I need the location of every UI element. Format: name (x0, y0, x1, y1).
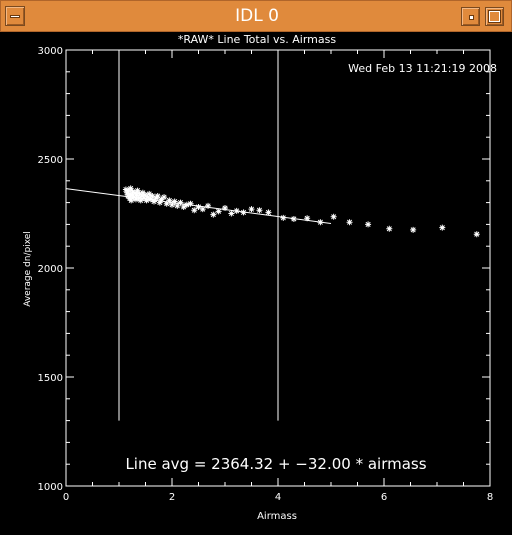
data-point (163, 200, 170, 207)
data-point (146, 190, 153, 197)
data-point (161, 194, 168, 201)
data-point (410, 226, 417, 233)
plot-timestamp: Wed Feb 13 11:21:19 2008 (348, 62, 497, 75)
data-point (154, 193, 161, 200)
data-point (191, 207, 198, 214)
data-point (183, 201, 190, 208)
data-point (174, 202, 181, 209)
chart-title: *RAW* Line Total vs. Airmass (178, 33, 336, 46)
x-tick-label: 4 (275, 492, 281, 503)
data-point (150, 198, 157, 205)
data-point (158, 196, 165, 203)
data-point (166, 197, 173, 204)
data-point (156, 199, 163, 206)
y-tick-label: 2500 (38, 155, 63, 166)
data-point (215, 208, 222, 215)
fit-equation-annotation: Line avg = 2364.32 + −32.00 * airmass (125, 455, 426, 473)
data-point (141, 191, 148, 198)
data-point (473, 231, 480, 238)
data-point (195, 203, 202, 210)
data-point (290, 215, 297, 222)
data-point (127, 185, 134, 192)
data-point (187, 200, 194, 207)
data-point (143, 197, 150, 204)
data-point (304, 215, 311, 222)
data-point (127, 190, 134, 197)
data-point (134, 187, 141, 194)
minimize-icon (469, 15, 474, 20)
data-point (171, 198, 178, 205)
data-point (177, 199, 184, 206)
data-point (317, 219, 324, 226)
data-point (180, 203, 187, 210)
x-tick-label: 2 (169, 492, 175, 503)
x-tick-label: 0 (63, 492, 69, 503)
data-point (129, 188, 136, 195)
y-tick-label: 2000 (38, 264, 63, 275)
data-point (122, 186, 129, 193)
data-point (169, 201, 175, 208)
y-tick-label: 3000 (38, 46, 63, 57)
x-tick-label: 6 (381, 492, 387, 503)
window-menu-icon (10, 15, 20, 18)
data-point (210, 211, 217, 218)
window-title-bar[interactable]: IDL 0 (0, 0, 512, 32)
y-tick-label: 1500 (38, 373, 63, 384)
data-point (222, 205, 228, 212)
maximize-icon (489, 11, 500, 22)
y-axis-label: Average dn/pixel (23, 231, 33, 307)
data-point (280, 214, 287, 221)
x-tick-label: 8 (487, 492, 493, 503)
y-tick-label: 1000 (38, 482, 63, 493)
data-point (149, 193, 156, 200)
data-point (386, 225, 393, 232)
plot-canvas: *RAW* Line Total vs. Airmass Wed Feb 13 … (23, 33, 497, 522)
data-point (144, 194, 151, 201)
data-point (365, 221, 372, 228)
data-point (132, 196, 139, 203)
data-point (346, 219, 353, 226)
data-point (133, 191, 140, 198)
data-point (256, 207, 263, 214)
data-point (228, 210, 235, 217)
data-point (205, 202, 212, 209)
data-point (233, 207, 240, 214)
window-title: IDL 0 (235, 6, 279, 26)
x-axis-label: Airmass (257, 511, 297, 522)
data-point (439, 224, 446, 231)
data-point (199, 206, 206, 213)
data-point (330, 213, 337, 220)
data-point (265, 209, 272, 216)
data-point (137, 197, 144, 204)
data-point (240, 209, 247, 216)
data-point (248, 206, 255, 213)
maximize-button[interactable] (485, 7, 504, 26)
data-point (140, 195, 147, 202)
window-menu-button[interactable] (5, 6, 25, 26)
data-point (147, 196, 154, 203)
minimize-button[interactable] (461, 7, 480, 26)
data-point (128, 197, 135, 204)
